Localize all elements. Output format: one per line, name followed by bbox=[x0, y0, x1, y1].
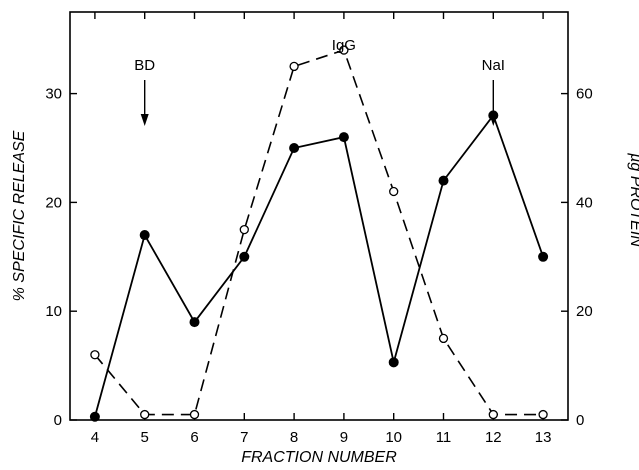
protein-point bbox=[438, 333, 449, 344]
x-tick-label: 10 bbox=[385, 429, 402, 446]
protein-point bbox=[189, 409, 200, 420]
protein-line bbox=[94, 49, 544, 416]
annotation-label: BD bbox=[134, 57, 155, 74]
y2-tick-label: 40 bbox=[576, 194, 593, 211]
x-tick-label: 9 bbox=[340, 429, 348, 446]
ticks: 4 5 6 7 8 9 10 11 12 13 0 10 20 30 0 20 40 60 bbox=[45, 12, 593, 446]
plot-frame bbox=[69, 11, 569, 421]
y2-tick-label: 20 bbox=[576, 303, 593, 320]
protein-point bbox=[488, 409, 498, 420]
annotation-arrow-head bbox=[489, 114, 498, 126]
x-axis-label: FRACTION NUMBER bbox=[241, 449, 397, 466]
x-tick-label: 12 bbox=[485, 429, 502, 446]
protein-point bbox=[140, 409, 150, 420]
protein-point bbox=[538, 409, 548, 420]
x-tick-label: 4 bbox=[91, 429, 99, 446]
protein-point bbox=[239, 224, 249, 235]
release-point bbox=[388, 357, 399, 368]
release-point bbox=[538, 251, 549, 262]
x-tick-label: 5 bbox=[141, 429, 149, 446]
y-tick-label: 20 bbox=[45, 194, 62, 211]
protein-point bbox=[389, 186, 399, 197]
y-tick-label: 10 bbox=[45, 303, 62, 320]
x-tick-label: 13 bbox=[535, 429, 552, 446]
release-point bbox=[189, 317, 200, 328]
annotation-arrow-head bbox=[140, 114, 149, 126]
y2-axis-label: µg PROTEIN bbox=[627, 152, 639, 247]
y-tick-label: 30 bbox=[45, 86, 62, 103]
release-point bbox=[338, 132, 349, 143]
x-tick-label: 7 bbox=[240, 429, 248, 446]
release-line bbox=[94, 113, 544, 417]
y-axis-label: % SPECIFIC RELEASE bbox=[11, 130, 28, 301]
y-tick-label: 0 bbox=[54, 412, 62, 429]
x-tick-label: 8 bbox=[290, 429, 298, 446]
x-tick-label: 6 bbox=[190, 429, 198, 446]
release-point bbox=[289, 143, 300, 153]
y2-tick-label: 60 bbox=[576, 86, 593, 103]
annotation-label: NaI bbox=[482, 57, 505, 74]
release-point bbox=[239, 251, 250, 262]
series-release bbox=[89, 110, 549, 422]
protein-point bbox=[90, 350, 100, 360]
annotation-label: IgG bbox=[332, 37, 356, 54]
release-point bbox=[89, 411, 100, 422]
protein-point bbox=[339, 45, 349, 55]
annotations: BD IgG NaI bbox=[134, 37, 505, 126]
series-protein bbox=[90, 45, 548, 420]
release-point bbox=[438, 175, 449, 186]
x-tick-label: 11 bbox=[436, 429, 452, 446]
protein-point bbox=[289, 61, 299, 72]
release-point bbox=[139, 230, 150, 241]
y2-tick-label: 0 bbox=[576, 412, 584, 429]
